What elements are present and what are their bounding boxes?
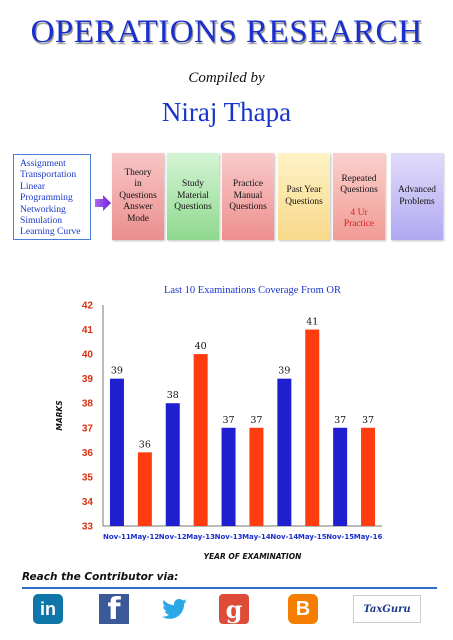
y-tick-label: 36 xyxy=(82,448,94,459)
x-tick-label: May-16 xyxy=(354,533,383,541)
advanced-problems-box: Advanced Problems xyxy=(391,153,443,240)
topic-item: Programming xyxy=(20,192,73,204)
google-plus-icon[interactable]: g xyxy=(219,594,249,624)
bar xyxy=(277,378,292,526)
practice-manual-box: Practice Manual Questions xyxy=(222,153,274,240)
bar xyxy=(193,354,208,526)
y-tick-label: 40 xyxy=(82,350,94,361)
coverage-bar-chart: Last 10 Examinations Coverage From OR 33 3… xyxy=(55,285,383,561)
past-year-box: Past Year Questions xyxy=(278,153,330,240)
y-tick-label: 39 xyxy=(82,374,94,385)
blogger-icon[interactable]: B xyxy=(288,594,318,624)
topic-item: Assignment xyxy=(20,158,66,169)
facebook-glyph: f xyxy=(107,591,121,627)
past-year-box-label: Past Year Questions xyxy=(285,185,323,207)
blogger-glyph: B xyxy=(295,597,311,620)
x-tick-label: Nov-14 xyxy=(270,533,298,541)
twitter-icon[interactable] xyxy=(160,594,190,624)
author-name: Niraj Thapa xyxy=(161,97,292,127)
reach-contributor-label: Reach the Contributor via: xyxy=(22,571,179,583)
y-axis-title: MARKS xyxy=(55,400,64,430)
bar xyxy=(109,378,124,526)
twitter-bird-icon xyxy=(161,599,187,619)
practice-manual-box-label: Practice Manual Questions xyxy=(229,179,267,213)
bar-data-label: 37 xyxy=(250,415,262,426)
advanced-problems-box-label: Advanced Problems xyxy=(397,185,436,207)
bar xyxy=(165,403,180,526)
topic-item: Learning Curve xyxy=(20,226,81,238)
y-tick-label: 34 xyxy=(82,497,94,508)
taxguru-logo[interactable]: TaxGuru xyxy=(353,595,421,623)
y-tick-label: 41 xyxy=(82,325,94,336)
practice-label: 4 Ur Practice xyxy=(343,207,375,230)
y-tick-label: 37 xyxy=(82,423,94,434)
y-tick-label: 33 xyxy=(82,522,94,533)
bar-data-label: 40 xyxy=(195,341,207,352)
study-material-box-label: Study Material Questions xyxy=(174,179,212,213)
y-tick-label: 38 xyxy=(82,399,94,410)
bar xyxy=(333,427,348,526)
bar-data-label: 37 xyxy=(223,415,235,426)
google-plus-glyph: g xyxy=(225,594,243,624)
bar xyxy=(305,329,320,526)
x-tick-label: Nov-12 xyxy=(159,533,187,541)
topic-item: Simulation xyxy=(20,215,63,227)
bar-data-label: 37 xyxy=(362,415,374,426)
repeated-questions-box: Repeated Questions 4 Ur Practice xyxy=(333,153,385,240)
topic-item: Transportation xyxy=(20,169,77,181)
page-title: OPERATIONS RESEARCH xyxy=(30,14,423,50)
linkedin-glyph: in xyxy=(40,598,56,619)
x-tick-label: Nov-13 xyxy=(215,533,243,541)
compiled-by-label: Compiled by xyxy=(188,70,265,86)
x-tick-label: Nov-15 xyxy=(326,533,354,541)
linkedin-icon[interactable]: in xyxy=(33,594,63,624)
study-material-box: Study Material Questions xyxy=(167,153,219,240)
bar-data-label: 39 xyxy=(278,366,290,377)
bar-data-label: 37 xyxy=(334,415,346,426)
chart-title: Last 10 Examinations Coverage From OR xyxy=(164,285,341,296)
bar xyxy=(221,427,236,526)
topic-item: Linear xyxy=(20,180,46,192)
x-tick-label: May-15 xyxy=(298,533,327,541)
bar-data-label: 39 xyxy=(111,366,123,377)
topic-item: Networking xyxy=(20,203,66,215)
bar-data-label: 36 xyxy=(139,439,151,450)
taxguru-logo-text: TaxGuru xyxy=(363,603,411,615)
theory-box: Theory in Questions Answer Mode xyxy=(112,153,164,240)
bar-data-label: 38 xyxy=(167,390,179,401)
footer-divider xyxy=(22,587,437,589)
x-tick-label: May-14 xyxy=(242,533,271,541)
bar-data-label: 41 xyxy=(306,317,318,328)
theory-box-label: Theory in Questions Answer Mode xyxy=(119,167,157,224)
x-tick-label: May-13 xyxy=(186,533,215,541)
x-axis-title: YEAR OF EXAMINATION xyxy=(204,552,302,561)
bar xyxy=(361,427,376,526)
topics-list: Assignment Transportation Linear Program… xyxy=(13,154,91,240)
bar xyxy=(137,452,152,526)
facebook-icon[interactable]: f xyxy=(99,591,129,627)
x-tick-label: Nov-11 xyxy=(103,533,131,541)
y-tick-label: 42 xyxy=(82,301,94,312)
arrow-right-icon xyxy=(95,195,111,211)
x-tick-label: May-12 xyxy=(131,533,160,541)
repeated-questions-label: Repeated Questions xyxy=(340,173,378,196)
y-tick-label: 35 xyxy=(82,472,94,483)
bar xyxy=(249,427,264,526)
